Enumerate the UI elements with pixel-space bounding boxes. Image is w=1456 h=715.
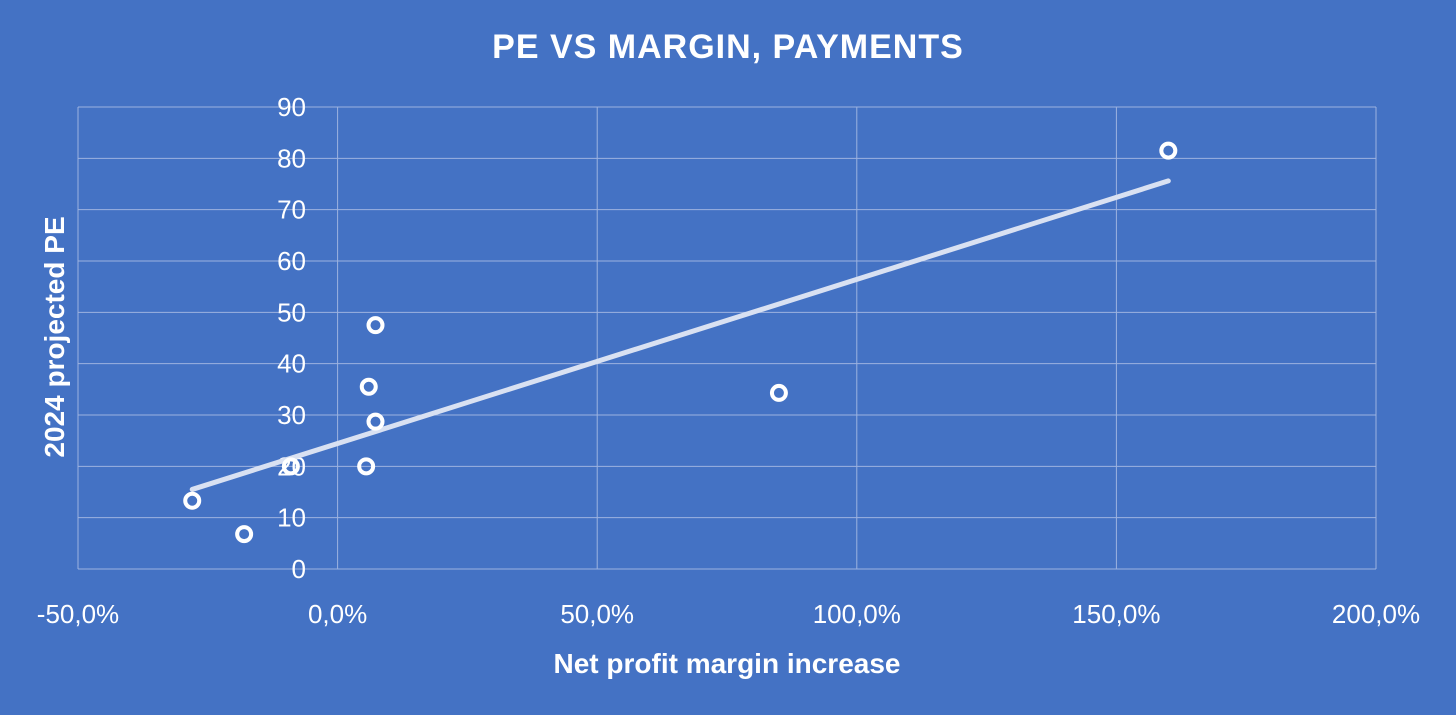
trendline-group: [189, 178, 1171, 492]
x-tick-label: 0,0%: [308, 599, 367, 629]
y-tick-label: 60: [277, 246, 306, 276]
data-points: [183, 141, 1178, 544]
x-tick-label: 100,0%: [813, 599, 901, 629]
data-point: [183, 491, 202, 510]
data-point: [357, 457, 376, 476]
x-axis-tick-labels: -50,0% 0,0% 50,0% 100,0% 150,0% 200,0%: [37, 599, 1420, 629]
x-tick-label: 200,0%: [1332, 599, 1420, 629]
y-axis-title: 2024 projected PE: [39, 216, 70, 457]
y-tick-label: 40: [277, 349, 306, 379]
y-tick-label: 10: [277, 503, 306, 533]
trendline: [189, 178, 1171, 492]
data-point: [1159, 141, 1178, 160]
chart-title: PE VS MARGIN, PAYMENTS: [492, 28, 964, 66]
y-tick-label: 50: [277, 297, 306, 327]
x-tick-label: 150,0%: [1072, 599, 1160, 629]
y-tick-label: 70: [277, 195, 306, 225]
y-tick-label: 80: [277, 143, 306, 173]
data-point: [366, 412, 385, 431]
data-point: [359, 377, 378, 396]
y-tick-label: 90: [277, 92, 306, 122]
x-tick-label: 50,0%: [560, 599, 634, 629]
y-tick-label: 30: [277, 400, 306, 430]
data-point: [235, 525, 254, 544]
grid-lines: [77, 106, 1377, 570]
x-tick-label: -50,0%: [37, 599, 119, 629]
data-point: [366, 316, 385, 335]
y-tick-label: 0: [292, 554, 306, 584]
data-point: [281, 457, 300, 476]
data-point: [769, 383, 788, 402]
x-axis-title: Net profit margin increase: [554, 648, 901, 679]
